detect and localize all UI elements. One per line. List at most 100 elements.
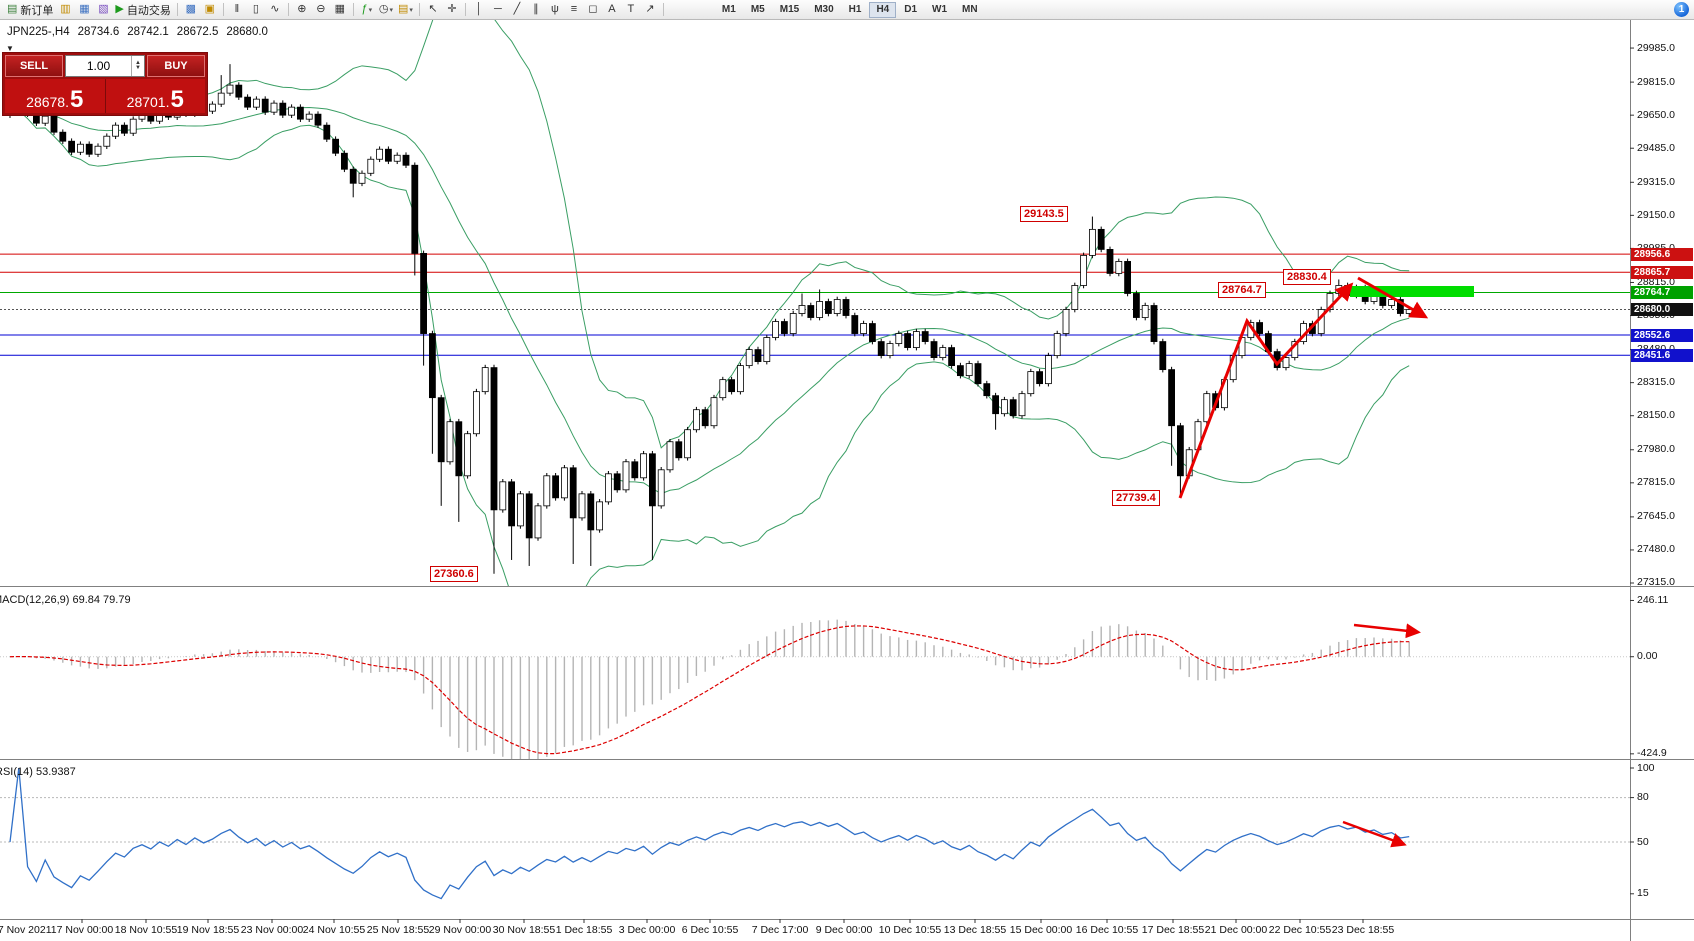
volume-up-icon[interactable]: ▲ [135, 60, 141, 66]
fibonacci-icon[interactable]: ≡ [565, 1, 583, 18]
chart-ohlc-header: JPN225-,H4 28734.6 28742.1 28672.5 28680… [7, 26, 268, 38]
profiles-icon[interactable]: ▣ [201, 1, 219, 18]
volume-field[interactable]: 1.00 ▲ ▼ [65, 55, 145, 77]
text-icon[interactable]: A [603, 1, 621, 18]
macd-signal-line [9, 625, 1410, 755]
crosshair-icon: ✛ [447, 3, 457, 15]
volume-value[interactable]: 1.00 [86, 59, 111, 73]
timeframe-w1[interactable]: W1 [932, 4, 948, 15]
chart-canvas[interactable] [0, 20, 1694, 941]
buy-button[interactable]: BUY [147, 55, 205, 77]
main-chart-layer [0, 20, 1630, 586]
sell-price-main: 28678. [26, 93, 69, 110]
navigator-icon[interactable]: ▧ [94, 1, 112, 18]
price-callout[interactable]: 28830.4 [1283, 269, 1331, 285]
timeframe-m30[interactable]: M30 [814, 4, 834, 15]
price-callout[interactable]: 28764.7 [1218, 282, 1266, 298]
dropdown-arrow-icon[interactable]: ▾ [368, 6, 373, 14]
crosshair-icon[interactable]: ✛ [443, 1, 461, 18]
zoom-in-icon: ⊕ [297, 3, 307, 15]
andrews-pitchfork-icon[interactable]: ψ [546, 1, 564, 18]
indicators-icon[interactable]: ƒ ▾ [358, 1, 376, 18]
macd-layer [0, 619, 1630, 759]
tile-windows-icon[interactable]: ▦ [331, 1, 349, 18]
timeframe-m1[interactable]: M1 [721, 4, 736, 15]
timeframe-d1[interactable]: D1 [904, 4, 918, 15]
line-chart-icon: ∿ [270, 3, 280, 15]
candles-layer [6, 64, 1413, 574]
bar-chart-icon[interactable]: ‖ [228, 1, 246, 18]
templates-icon[interactable]: ▤ ▾ [396, 1, 415, 18]
rsi-trend-arrow[interactable] [1342, 820, 1407, 848]
pullback-arrow[interactable] [1357, 276, 1429, 319]
timeframe-m15[interactable]: M15 [779, 4, 800, 15]
vertical-line-icon: │ [475, 3, 483, 15]
price-callout[interactable]: 29143.5 [1020, 206, 1068, 222]
data-window-icon[interactable]: ▦ [75, 1, 93, 18]
candlestick-chart-icon[interactable]: ▯ [247, 1, 265, 18]
open-value: 28734.6 [77, 26, 120, 38]
chart-region: JPN225-,H4 28734.6 28742.1 28672.5 28680… [0, 20, 1694, 941]
tile-windows-icon: ▦ [334, 3, 346, 15]
text-label-icon[interactable]: T [622, 1, 640, 18]
main-toolbar: ▤ 新订单 ▥ ▦ ▧ ▶ 自动交易 ▩ ▣ ‖ ▯ ∿ ⊕ ⊖ ▦ ƒ ▾ ◷ ▾ ▤ ▾ ↖ ✛ │ ─ ╱ ∥ ψ ≡ ◻ A T ↗ M1… [0, 0, 1694, 20]
low-value: 28672.5 [176, 26, 219, 38]
dropdown-arrow-icon[interactable]: ▾ [389, 6, 393, 14]
timeframe-m5[interactable]: M5 [750, 4, 765, 15]
toolbar-separator [176, 3, 178, 16]
candlestick-chart-icon: ▯ [252, 3, 259, 15]
arrow-tools-icon[interactable]: ↗ [641, 1, 659, 18]
buy-price[interactable]: 28701. 5 [106, 79, 206, 113]
horizontal-line-icon[interactable]: ─ [489, 1, 507, 18]
timeframe-h1[interactable]: H1 [848, 4, 862, 15]
cursor-icon[interactable]: ↖ [424, 1, 442, 18]
sell-price[interactable]: 28678. 5 [5, 79, 106, 113]
new-order-button-label: 新订单 [20, 4, 54, 17]
market-watch-icon[interactable]: ▥ [56, 1, 74, 18]
dropdown-arrow-icon[interactable]: ▾ [409, 6, 413, 14]
close-value: 28680.0 [226, 26, 268, 38]
trendline-icon[interactable]: ╱ [508, 1, 526, 18]
shapes-icon[interactable]: ◻ [584, 1, 602, 18]
equidistant-channel-icon[interactable]: ∥ [527, 1, 545, 18]
zoom-in-icon[interactable]: ⊕ [293, 1, 311, 18]
data-window-icon: ▦ [79, 3, 90, 15]
bollinger-band-u [9, 20, 1410, 449]
high-value: 28742.1 [127, 26, 169, 38]
toolbar-separator [464, 3, 466, 16]
notification-badge[interactable]: 1 [1674, 2, 1689, 17]
timeframe-h4[interactable]: H4 [869, 1, 897, 18]
periods-icon[interactable]: ◷ ▾ [377, 1, 395, 18]
buy-price-big-digit: 5 [170, 85, 184, 113]
bollinger-band-l [9, 106, 1410, 586]
volume-stepper[interactable]: ▲ ▼ [131, 56, 144, 76]
auto-trading-button[interactable]: ▶ 自动交易 [113, 1, 172, 18]
toolbar-separator [418, 3, 420, 16]
trendline-icon: ╱ [513, 3, 521, 15]
volume-down-icon[interactable]: ▼ [135, 65, 141, 71]
periods-icon: ◷ [378, 3, 389, 15]
new-order-button: ▤ [7, 3, 18, 15]
toolbar-separator [222, 3, 224, 16]
new-order-button[interactable]: ▤ 新订单 [5, 1, 55, 18]
sell-price-big-digit: 5 [69, 85, 84, 113]
zoom-out-icon[interactable]: ⊖ [312, 1, 330, 18]
trend-zigzag-arrow[interactable] [1178, 282, 1354, 499]
text-icon: A [608, 3, 616, 15]
equidistant-channel-icon: ∥ [533, 3, 539, 15]
new-chart-icon[interactable]: ▩ [182, 1, 200, 18]
macd-trend-arrow[interactable] [1353, 623, 1421, 639]
zoom-out-icon: ⊖ [316, 3, 326, 15]
trade-panel-collapse-icon[interactable]: ▼ [6, 44, 14, 53]
price-callout[interactable]: 27360.6 [430, 566, 478, 582]
vertical-line-icon[interactable]: │ [470, 1, 488, 18]
price-callout[interactable]: 27739.4 [1112, 490, 1160, 506]
horizontal-line-icon: ─ [494, 3, 502, 15]
line-chart-icon[interactable]: ∿ [266, 1, 284, 18]
sell-button[interactable]: SELL [5, 55, 63, 77]
timeframe-mn[interactable]: MN [962, 4, 978, 15]
auto-trading-button: ▶ [115, 3, 124, 15]
market-watch-icon: ▥ [60, 3, 71, 15]
green-highlight-zone[interactable] [1350, 286, 1474, 297]
